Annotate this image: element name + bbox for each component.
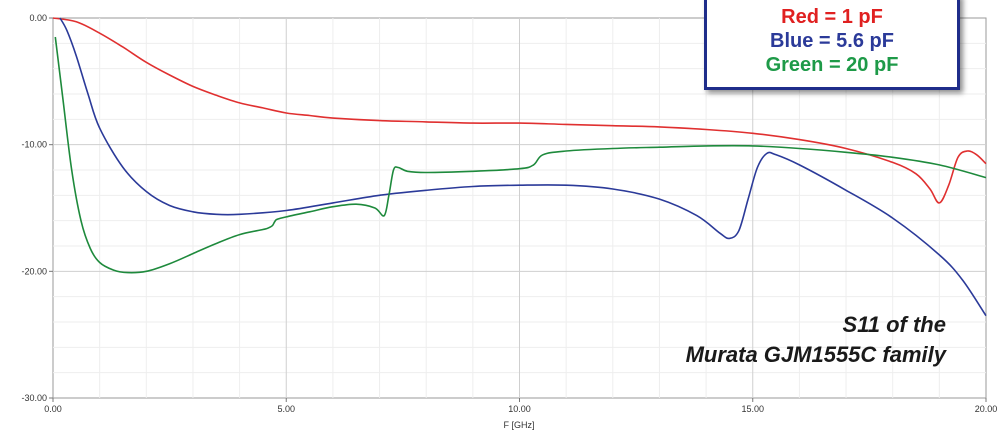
series-line-red <box>52 17 987 204</box>
legend-entry-green: Green = 20 pF <box>765 54 899 76</box>
legend-entry-blue: Blue = 5.6 pF <box>770 30 894 52</box>
series-line-green <box>54 36 987 274</box>
y-tick-label: -30.00 <box>21 393 47 403</box>
y-tick-label: 0.00 <box>29 13 47 23</box>
annotation-line-1: S11 of the <box>842 312 946 337</box>
series-line-blue <box>59 17 987 317</box>
x-tick-label: 20.00 <box>975 404 998 414</box>
annotation-line-2: Murata GJM1555C family <box>685 342 946 367</box>
x-tick-label: 15.00 <box>741 404 764 414</box>
y-tick-label: -10.00 <box>21 140 47 150</box>
x-tick-label: 10.00 <box>508 404 531 414</box>
legend: Red = 1 pF Blue = 5.6 pF Green = 20 pF <box>704 0 960 90</box>
chart-annotation: S11 of the Murata GJM1555C family <box>686 310 946 370</box>
y-tick-label: -20.00 <box>21 266 47 276</box>
x-axis-title: F [GHz] <box>504 420 535 430</box>
x-tick-label: 0.00 <box>44 404 62 414</box>
legend-entry-red: Red = 1 pF <box>781 6 883 28</box>
axis-ticks: 0.00 5.00 10.00 15.00 20.00 0.00 -10.00 -20.00 -… <box>21 13 997 414</box>
series-lines <box>52 17 987 317</box>
x-tick-label: 5.00 <box>277 404 295 414</box>
